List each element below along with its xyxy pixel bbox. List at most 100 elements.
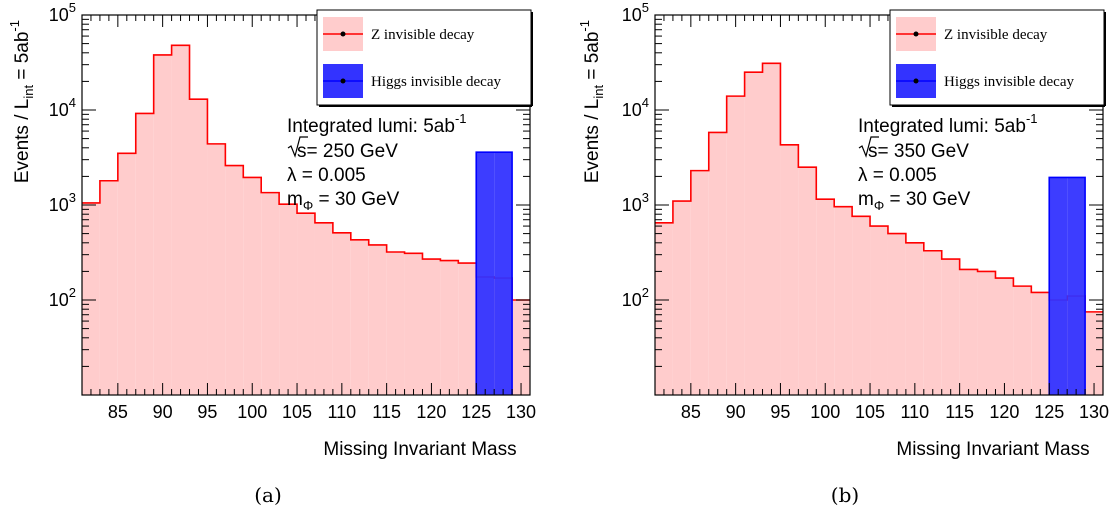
legend-label: Z invisible decay — [371, 27, 475, 43]
z-decay-bar-8 — [225, 165, 244, 395]
y-tick-label: 105 — [622, 0, 649, 25]
x-tick-label: 120 — [416, 402, 446, 422]
x-tick-label: 105 — [855, 402, 885, 422]
chart-panel-b: 85 90 95 100 105 110 115 120 125 130102103104105M… — [577, 0, 1109, 507]
z-decay-bar-3 — [135, 113, 154, 395]
z-decay-bar-24 — [512, 300, 530, 395]
y-tick-label: 102 — [622, 285, 649, 310]
y-title-main: Events / L — [12, 99, 33, 184]
z-decay-bar-5 — [171, 45, 190, 395]
z-decay-bar-10 — [261, 192, 280, 395]
z-decay-bar-4 — [153, 54, 172, 395]
x-tick-label: 95 — [770, 402, 790, 422]
x-tick-label: 90 — [726, 402, 746, 422]
z-decay-bar-11 — [279, 204, 298, 395]
x-axis-title: Missing Invariant Mass — [896, 439, 1089, 460]
z-decay-bar-1 — [99, 180, 118, 395]
higgs-decay-outline — [82, 151, 530, 395]
z-decay-bar-5 — [744, 72, 763, 395]
mass-main: m — [287, 189, 303, 210]
higgs-decay-bar-22 — [1049, 177, 1068, 395]
z-decay-bar-16 — [941, 259, 960, 395]
y-tick-exponent: 5 — [642, 0, 649, 15]
x-tick-label: 125 — [1034, 402, 1064, 422]
higgs-decay-bar-23 — [494, 152, 513, 395]
mass-main: m — [858, 189, 874, 210]
mass-annotation: mΦ = 30 GeV — [287, 189, 400, 213]
y-tick-base: 10 — [622, 195, 642, 215]
annotation: Integrated lumi: 5ab-1 s= 250 GeV λ = 0.00… — [287, 111, 467, 213]
mass-tail: = 30 GeV — [884, 189, 970, 210]
annotation: Integrated lumi: 5ab-1 s= 350 GeV λ = 0.00… — [858, 111, 1038, 213]
z-decay-bar-6 — [189, 99, 208, 395]
energy-annotation: s= 250 GeV — [297, 141, 398, 162]
x-tick-label: 105 — [282, 402, 312, 422]
z-decay-bar-19 — [422, 259, 441, 395]
higgs-decay-outline — [655, 176, 1103, 395]
z-decay-bar-6 — [762, 63, 781, 395]
y-tick-exponent: 4 — [642, 95, 649, 110]
x-tick-label: 100 — [810, 402, 840, 422]
x-tick-label: 110 — [327, 402, 356, 422]
y-tick-exponent: 3 — [642, 190, 649, 205]
x-tick-label: 125 — [461, 402, 491, 422]
panel-caption: (a) — [254, 483, 282, 507]
z-decay-bar-24 — [1085, 311, 1103, 395]
x-tick-label: 120 — [989, 402, 1019, 422]
z-decay-bar-18 — [404, 253, 423, 395]
z-decay-bar-16 — [368, 244, 387, 395]
z-decay-bar-17 — [959, 269, 978, 395]
y-title-sup: -1 — [577, 20, 592, 32]
legend-label: Higgs invisible decay — [944, 74, 1074, 90]
y-tick-label: 102 — [49, 285, 76, 310]
lumi-sup: -1 — [1026, 111, 1038, 126]
chart-panel-a: 85 90 95 100 105 110 115 120 125 130102103104105M… — [7, 0, 536, 507]
x-tick-label: 130 — [1079, 402, 1109, 422]
legend-marker — [913, 78, 919, 84]
higgs-decay-bar-23 — [1067, 177, 1086, 395]
y-tick-label: 105 — [49, 0, 76, 25]
z-decay-bar-8 — [798, 167, 817, 395]
y-tick-base: 10 — [49, 290, 69, 310]
z-decay-bar-12 — [870, 226, 888, 395]
y-title-tail: = 5ab — [582, 32, 603, 85]
z-decay-bar-1 — [672, 201, 691, 395]
y-title-sub: int — [21, 85, 36, 99]
lumi-sup: -1 — [455, 111, 467, 126]
y-title-tail: = 5ab — [12, 32, 33, 85]
lumi-annotation: Integrated lumi: 5ab-1 — [287, 111, 467, 137]
mass-sub: Φ — [874, 198, 884, 213]
z-decay-bar-7 — [207, 143, 226, 395]
lumi-annotation: Integrated lumi: 5ab-1 — [858, 111, 1038, 137]
z-decay-bar-21 — [458, 263, 477, 395]
y-title-sub: int — [591, 85, 606, 99]
y-tick-base: 10 — [622, 100, 642, 120]
x-tick-label: 115 — [945, 402, 974, 422]
z-decay-bar-0 — [82, 202, 100, 395]
x-tick-label: 85 — [108, 402, 128, 422]
z-decay-bar-7 — [780, 144, 799, 395]
legend: Z invisible decay Higgs invisible decay — [889, 9, 1106, 107]
z-decay-bar-12 — [297, 213, 315, 395]
z-decay-bar-10 — [834, 206, 853, 395]
legend-marker — [340, 31, 346, 37]
z-decay-bar-17 — [386, 252, 405, 395]
y-tick-label: 104 — [49, 95, 76, 120]
y-title-sup: -1 — [7, 20, 22, 32]
panel-caption: (b) — [831, 483, 859, 507]
sqrt-icon — [858, 136, 879, 158]
z-decay-bar-2 — [117, 153, 136, 395]
z-decay-bar-19 — [995, 278, 1014, 395]
x-tick-label: 100 — [237, 402, 267, 422]
histogram-area — [82, 44, 530, 395]
z-decay-bar-14 — [332, 232, 351, 395]
y-title-main: Events / L — [582, 99, 603, 184]
z-decay-bar-13 — [887, 233, 906, 395]
z-decay-bar-2 — [690, 170, 709, 395]
z-decay-outline — [82, 44, 530, 301]
lumi-text: Integrated lumi: 5ab — [287, 116, 455, 137]
y-tick-label: 103 — [622, 190, 649, 215]
z-decay-bar-9 — [243, 177, 262, 395]
z-decay-bar-15 — [350, 239, 369, 395]
